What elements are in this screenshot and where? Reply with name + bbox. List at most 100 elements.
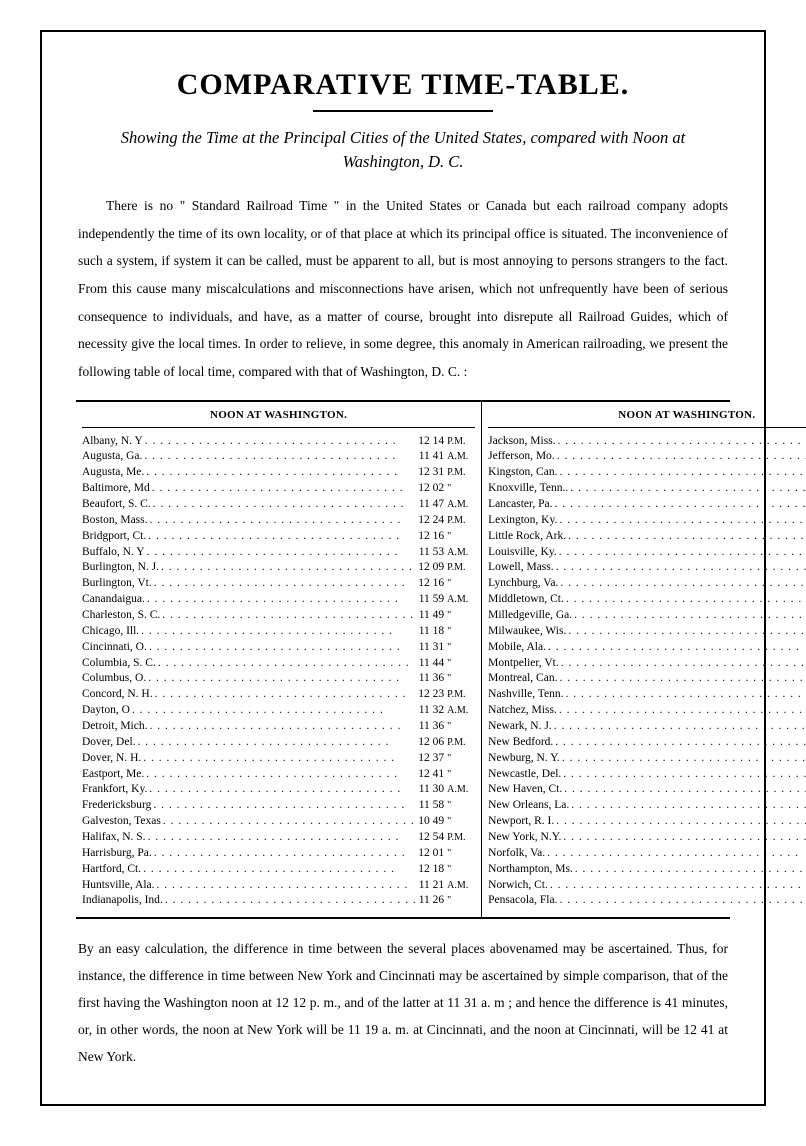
table-row: Burlington, N. J.12 09P.M.: [82, 560, 475, 576]
leader-dots: [566, 624, 806, 640]
city-name: Milwaukee, Wis.: [488, 624, 566, 640]
table-row: Newburg, N. Y.12 12": [488, 751, 806, 767]
table-row: Newcastle, Del.12 06": [488, 767, 806, 783]
city-name: Columbus, O.: [82, 671, 146, 687]
city-name: Lexington, Ky.: [488, 513, 557, 529]
city-name: Burlington, Vt.: [82, 576, 152, 592]
table-row: New Haven, Ct.12 17": [488, 782, 806, 798]
leader-dots: [568, 481, 806, 497]
table-row: Lynchburg, Va.11 51A.M.: [488, 576, 806, 592]
time-suffix: ": [444, 768, 475, 782]
leader-dots: [546, 640, 806, 656]
leader-dots: [136, 735, 419, 751]
city-name: Buffalo, N. Y: [82, 545, 145, 561]
time-suffix: A.M.: [444, 783, 475, 797]
city-name: Nashville, Tenn.: [488, 687, 563, 703]
table-row: Burlington, Vt.12 16": [82, 576, 475, 592]
document-frame: COMPARATIVE TIME-TABLE. Showing the Time…: [40, 30, 766, 1106]
table-row: Huntsville, Ala.11 21A.M.: [82, 878, 475, 894]
city-name: Dayton, O: [82, 703, 130, 719]
leader-dots: [146, 529, 418, 545]
table-row: Montreal, Can.12 14": [488, 671, 806, 687]
time-value: 11 26: [419, 893, 444, 909]
time-suffix: ": [444, 752, 475, 766]
time-value: 12 16: [418, 576, 444, 592]
time-suffix: ": [444, 672, 475, 686]
leader-dots: [144, 767, 418, 783]
time-suffix: ": [444, 625, 475, 639]
table-row: Montpelier, Vt.12 18P.M.: [488, 656, 806, 672]
page: COMPARATIVE TIME-TABLE. Showing the Time…: [0, 0, 806, 1146]
table-row: Dover, Del.12 06P.M.: [82, 735, 475, 751]
leader-dots: [548, 878, 806, 894]
time-value: 11 31: [419, 640, 444, 656]
city-name: Detroit, Mich.: [82, 719, 147, 735]
time-suffix: P.M.: [444, 688, 475, 702]
city-name: Louisville, Ky.: [488, 545, 557, 561]
city-name: Cincinnati, O.: [82, 640, 147, 656]
leader-dots: [151, 497, 419, 513]
leader-dots: [558, 576, 806, 592]
time-suffix: P.M.: [444, 561, 475, 575]
time-suffix: ": [444, 641, 475, 655]
city-name: Milledgeville, Ga.: [488, 608, 572, 624]
city-name: Albany, N. Y: [82, 434, 143, 450]
leader-dots: [557, 893, 806, 909]
table-row: Jefferson, Mo.11 00": [488, 449, 806, 465]
time-value: 12 02: [418, 481, 444, 497]
city-name: Middletown, Ct.: [488, 592, 564, 608]
table-row: Detroit, Mich.11 36": [82, 719, 475, 735]
time-suffix: A.M.: [444, 546, 475, 560]
leader-dots: [566, 529, 806, 545]
column-2-rows: Jackson, Miss.11 08A.M.Jefferson, Mo.11 …: [488, 428, 806, 918]
time-value: 11 36: [419, 671, 444, 687]
table-row: Concord, N. H.12 23P.M.: [82, 687, 475, 703]
table-column-2: NOON AT WASHINGTON. Jackson, Miss.11 08A…: [481, 402, 806, 918]
leader-dots: [142, 449, 418, 465]
leader-dots: [562, 782, 806, 798]
column-header: NOON AT WASHINGTON.: [82, 402, 475, 428]
city-name: Dover, N. H.: [82, 751, 141, 767]
time-suffix: ": [444, 609, 475, 623]
city-name: Bridgport, Ct.: [82, 529, 146, 545]
leader-dots: [573, 862, 806, 878]
city-name: Eastport, Me.: [82, 767, 144, 783]
outro-paragraph: By an easy calculation, the difference i…: [78, 935, 728, 1070]
city-name: Pensacola, Fla.: [488, 893, 557, 909]
leader-dots: [151, 798, 418, 814]
city-name: New Orleans, La.: [488, 798, 569, 814]
leader-dots: [146, 830, 419, 846]
table-row: Louisville, Ky.11 26": [488, 545, 806, 561]
time-suffix: P.M.: [444, 736, 475, 750]
table-row: Frankfort, Ky.11 30A.M.: [82, 782, 475, 798]
city-name: Concord, N. H.: [82, 687, 153, 703]
table-row: Pensacola, Fla.11 20A.M.: [488, 893, 806, 909]
time-value: 11 18: [419, 624, 444, 640]
table-row: Lowell, Mass.12 23P.M.: [488, 560, 806, 576]
city-name: Newburg, N. Y.: [488, 751, 560, 767]
leader-dots: [569, 798, 806, 814]
city-name: Columbia, S. C.: [82, 656, 156, 672]
table-row: Jackson, Miss.11 08A.M.: [488, 434, 806, 450]
table-row: Middletown, Ct.12 18P.M.: [488, 592, 806, 608]
table-row: Hartford, Ct.12 18": [82, 862, 475, 878]
table-row: New York, N.Y.12 12": [488, 830, 806, 846]
city-name: Augusta, Ga.: [82, 449, 142, 465]
leader-dots: [160, 608, 418, 624]
leader-dots: [145, 545, 419, 561]
table-row: Northampton, Ms.12 18": [488, 862, 806, 878]
city-name: Little Rock, Ark.: [488, 529, 566, 545]
time-value: 12 31: [418, 465, 444, 481]
time-value: 11 53: [419, 545, 444, 561]
city-name: Jackson, Miss.: [488, 434, 555, 450]
leader-dots: [557, 703, 806, 719]
city-name: Knoxville, Tenn..: [488, 481, 568, 497]
leader-dots: [572, 608, 806, 624]
table-row: Norwich, Ct.12 20": [488, 878, 806, 894]
table-columns: NOON AT WASHINGTON. Albany, N. Y12 14P.M…: [76, 402, 730, 918]
table-row: Newport, R. I.12 23P.M.: [488, 814, 806, 830]
time-suffix: A.M.: [444, 879, 475, 893]
time-suffix: P.M.: [444, 435, 475, 449]
outro-text: By an easy calculation, the difference i…: [78, 941, 728, 1064]
table-row: Buffalo, N. Y 11 53A.M.: [82, 545, 475, 561]
